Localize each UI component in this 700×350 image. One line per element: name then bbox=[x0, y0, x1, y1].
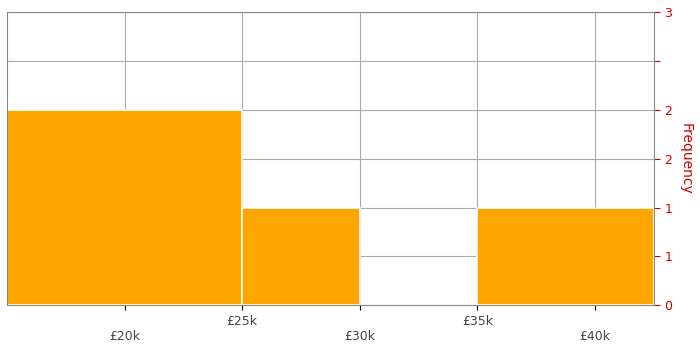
Bar bbox=[242, 208, 360, 305]
Y-axis label: Frequency: Frequency bbox=[679, 123, 693, 195]
Bar bbox=[477, 208, 654, 305]
Bar bbox=[7, 110, 242, 305]
